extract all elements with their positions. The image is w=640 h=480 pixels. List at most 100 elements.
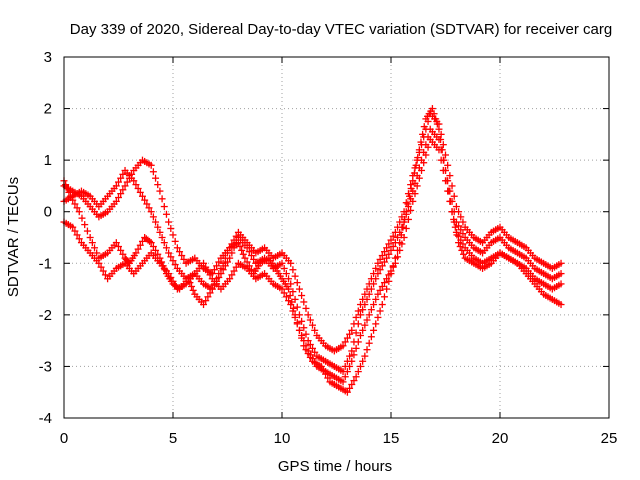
data-point-fill (402, 224, 410, 232)
data-point-fill (224, 246, 231, 254)
data-point-fill (529, 272, 537, 280)
data-point-fill (402, 199, 410, 207)
data-point-fill (520, 263, 528, 271)
data-point-fill (511, 248, 519, 256)
data-point-fill (520, 253, 528, 261)
data-point-fill (119, 186, 127, 194)
data-point-fill (241, 263, 249, 271)
data-point-fill (422, 125, 430, 133)
y-tick-label: -2 (39, 307, 52, 324)
data-point-fill (468, 241, 476, 249)
data-point-fill (101, 250, 109, 258)
data-point-fill (372, 295, 380, 303)
data-point-fill (337, 343, 345, 351)
y-tick-label: 0 (44, 204, 52, 221)
data-point-fill (276, 272, 284, 280)
data-point-fill (459, 250, 467, 258)
data-point-fill (117, 246, 125, 254)
plot-frame (63, 56, 610, 419)
data-point-fill (243, 258, 251, 266)
data-point-fill (267, 252, 275, 260)
data-point-fill (189, 255, 197, 263)
data-point-fill (309, 344, 317, 352)
data-point-fill (71, 200, 79, 208)
data-point-fill (411, 164, 419, 172)
data-point-fill (346, 330, 354, 338)
data-point (374, 259, 382, 267)
data-point-fill (420, 159, 428, 167)
data-point-fill (152, 246, 160, 254)
data-point-fill (546, 294, 554, 302)
data-point (370, 326, 378, 334)
data-point-fill (459, 230, 467, 238)
chart-title: Day 339 of 2020, Sidereal Day-to-day VTE… (70, 21, 612, 38)
data-point-fill (328, 371, 336, 379)
data-point (287, 301, 295, 309)
data-point (365, 280, 373, 288)
data-point (348, 326, 356, 334)
data-point (383, 275, 391, 283)
data-point-fill (359, 295, 367, 303)
data-point (391, 239, 399, 247)
data-point (156, 228, 164, 236)
data-point-fill (302, 342, 310, 350)
x-tick-label: 20 (492, 430, 509, 447)
data-point-fill (337, 377, 345, 385)
data-point-fill (343, 334, 351, 342)
data-point-fill (350, 320, 358, 328)
data-point-fill (404, 215, 412, 223)
data-point (409, 172, 417, 180)
data-point-fill (333, 382, 340, 390)
data-point-fill (219, 266, 227, 274)
data-point-fill (119, 250, 127, 258)
data-point-fill (141, 196, 149, 204)
data-point-fill (485, 241, 493, 249)
data-point (348, 347, 356, 355)
y-tick-label: -4 (39, 410, 52, 427)
data-point-fill (167, 253, 175, 261)
data-point (147, 208, 155, 216)
data-point-fill (415, 174, 423, 182)
data-point-fill (71, 227, 79, 235)
data-point-fill (457, 226, 465, 234)
y-tick-label: -1 (39, 255, 52, 272)
data-point-fill (424, 143, 432, 151)
data-point-fill (197, 262, 205, 270)
data-point-fill (361, 290, 369, 298)
data-point-fill (411, 190, 419, 198)
data-point-fill (115, 178, 122, 186)
data-point (165, 218, 173, 226)
data-point-fill (387, 246, 395, 254)
data-point-fill (110, 185, 118, 193)
data-point-fill (73, 204, 81, 212)
data-point-fill (352, 329, 360, 337)
data-point-fill (204, 293, 212, 301)
data-point-fill (374, 313, 382, 321)
data-point-fill (291, 272, 299, 280)
data-point-fill (442, 177, 449, 185)
y-tick-label: 2 (44, 101, 52, 118)
data-point-fill (300, 298, 308, 306)
data-point-fill (437, 156, 445, 164)
data-point-fill (67, 194, 75, 202)
data-point-fill (354, 307, 362, 315)
data-point (374, 290, 382, 298)
data-point-fill (228, 240, 236, 248)
data-point (444, 187, 452, 195)
data-point-fill (171, 281, 179, 289)
data-point-fill (232, 232, 240, 240)
data-point-fill (280, 264, 288, 272)
data-point-fill (352, 313, 360, 321)
data-point-fill (136, 159, 144, 167)
data-point-fill (398, 240, 406, 248)
data-point (391, 228, 399, 236)
data-point-fill (407, 181, 415, 189)
data-point-fill (154, 257, 162, 265)
data-point (304, 311, 312, 319)
data-point-fill (258, 245, 266, 253)
data-point-fill (433, 143, 441, 151)
data-point-fill (144, 236, 152, 244)
data-point-fill (285, 275, 293, 283)
data-point-fill (485, 255, 493, 263)
data-point-fill (389, 263, 397, 271)
